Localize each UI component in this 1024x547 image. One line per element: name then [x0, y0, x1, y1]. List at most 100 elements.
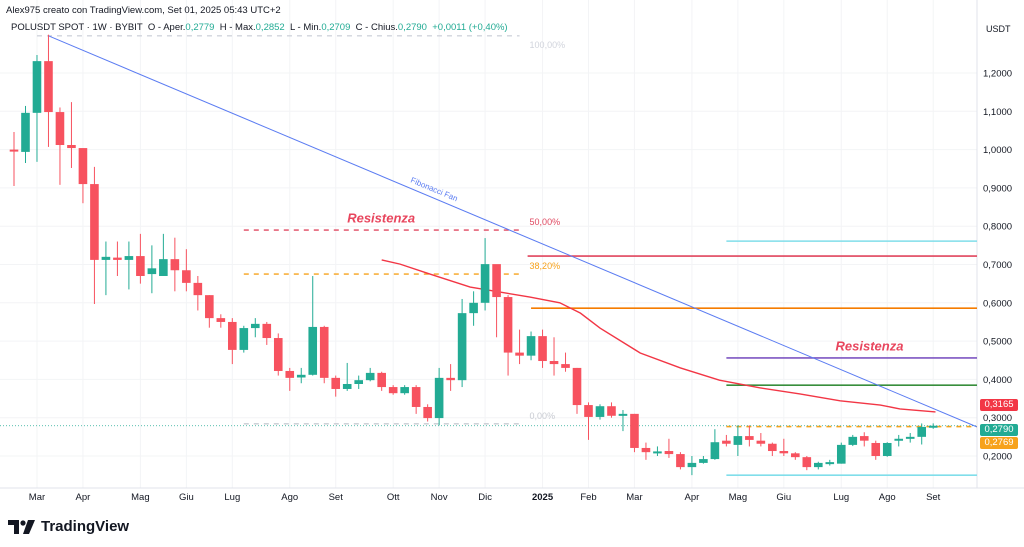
candle-body	[917, 426, 927, 437]
x-tick-label: 2025	[532, 492, 554, 503]
x-tick-label: Mar	[29, 492, 45, 503]
candle-body	[894, 438, 904, 441]
candle-body	[630, 413, 639, 448]
candle	[779, 438, 789, 456]
candle	[147, 245, 157, 294]
candle	[342, 362, 352, 391]
candle-body	[170, 259, 180, 271]
candle-body	[423, 406, 432, 419]
logo-text: TradingView	[41, 518, 130, 535]
candle-body	[319, 326, 329, 378]
candle	[239, 325, 249, 353]
candle	[859, 432, 869, 447]
candle-body	[549, 361, 559, 365]
candle-body	[572, 367, 582, 406]
candle-body	[641, 447, 651, 453]
candle-body	[400, 387, 409, 394]
moving-average-line	[381, 259, 936, 413]
candle-body	[205, 295, 214, 319]
candle	[124, 241, 134, 290]
candle	[871, 440, 881, 460]
candle-body	[768, 443, 777, 452]
candle-body	[136, 256, 145, 276]
y-tick-label: 1,0000	[983, 145, 1012, 156]
price-tag: 0,3165	[980, 399, 1018, 411]
candle	[113, 241, 122, 276]
x-tick-label: Feb	[580, 492, 596, 503]
candle	[768, 442, 777, 456]
candle	[457, 298, 467, 388]
x-tick-label: Set	[329, 492, 344, 503]
candle	[526, 331, 536, 361]
candle-body	[480, 264, 490, 303]
candle	[296, 367, 306, 384]
candle	[814, 461, 823, 470]
candle-body	[411, 387, 421, 407]
symbol-name[interactable]: POLUSDT SPOT · 1W · BYBIT	[11, 22, 143, 33]
candle	[411, 385, 421, 414]
x-tick-label: Mag	[729, 492, 747, 503]
candle	[825, 459, 835, 466]
candle-body	[836, 444, 846, 464]
candle-body	[607, 406, 616, 416]
candle-body	[159, 259, 168, 276]
tradingview-logo[interactable]: TradingView	[8, 518, 129, 535]
candle	[618, 410, 628, 432]
candle	[21, 105, 30, 164]
candle	[836, 442, 846, 464]
candle-body	[791, 453, 800, 458]
candle-body	[331, 377, 341, 389]
candle	[273, 333, 283, 376]
y-tick-label: 0,5000	[983, 337, 1012, 348]
candle	[32, 54, 42, 162]
candle	[905, 433, 915, 443]
candle	[423, 404, 432, 422]
candle-body	[55, 112, 65, 146]
candle-body	[882, 442, 892, 456]
candle-body	[905, 436, 915, 439]
close-label: C - Chius.	[355, 22, 398, 33]
candle	[503, 295, 513, 376]
price-tag: 0,2790	[980, 424, 1018, 436]
candle-body	[515, 352, 524, 356]
y-tick-label: 0,7000	[983, 260, 1012, 271]
candle-body	[193, 282, 203, 296]
candle	[101, 241, 111, 296]
candle-body	[90, 184, 99, 260]
candle-body	[21, 112, 30, 152]
x-tick-label: Apr	[76, 492, 91, 503]
candle-body	[814, 462, 823, 468]
candle	[90, 166, 99, 304]
candle-body	[296, 374, 306, 378]
candle-body	[262, 323, 272, 339]
x-tick-label: Ago	[281, 492, 298, 503]
candle	[710, 429, 720, 460]
y-tick-label: 0,8000	[983, 222, 1012, 233]
x-tick-label: Nov	[431, 492, 448, 503]
candle	[515, 329, 524, 365]
candle	[388, 385, 398, 395]
candle	[480, 238, 490, 311]
candle-body	[32, 61, 42, 113]
candle	[250, 318, 260, 338]
candle	[917, 423, 927, 445]
candle-body	[113, 257, 122, 260]
close-value: 0,2790	[397, 22, 427, 33]
y-tick-label: 0,6000	[983, 298, 1012, 309]
candle-body	[710, 442, 720, 460]
y-tick-label: 1,2000	[983, 69, 1012, 80]
fibonacci-fan-label: Fibonacci Fan	[409, 176, 459, 204]
candle	[756, 433, 766, 447]
chart-credit: Alex975 creato con TradingView.com, Set …	[6, 5, 281, 16]
candle	[549, 337, 559, 376]
candle	[170, 237, 180, 292]
candle-body	[469, 302, 478, 314]
candle	[561, 352, 570, 372]
candle	[365, 367, 375, 382]
candle-body	[308, 326, 318, 375]
x-tick-label: Mar	[626, 492, 642, 503]
resistance-label: Resistenza	[836, 339, 904, 354]
candle-body	[377, 372, 386, 388]
open-label: O - Aper.	[147, 22, 186, 33]
